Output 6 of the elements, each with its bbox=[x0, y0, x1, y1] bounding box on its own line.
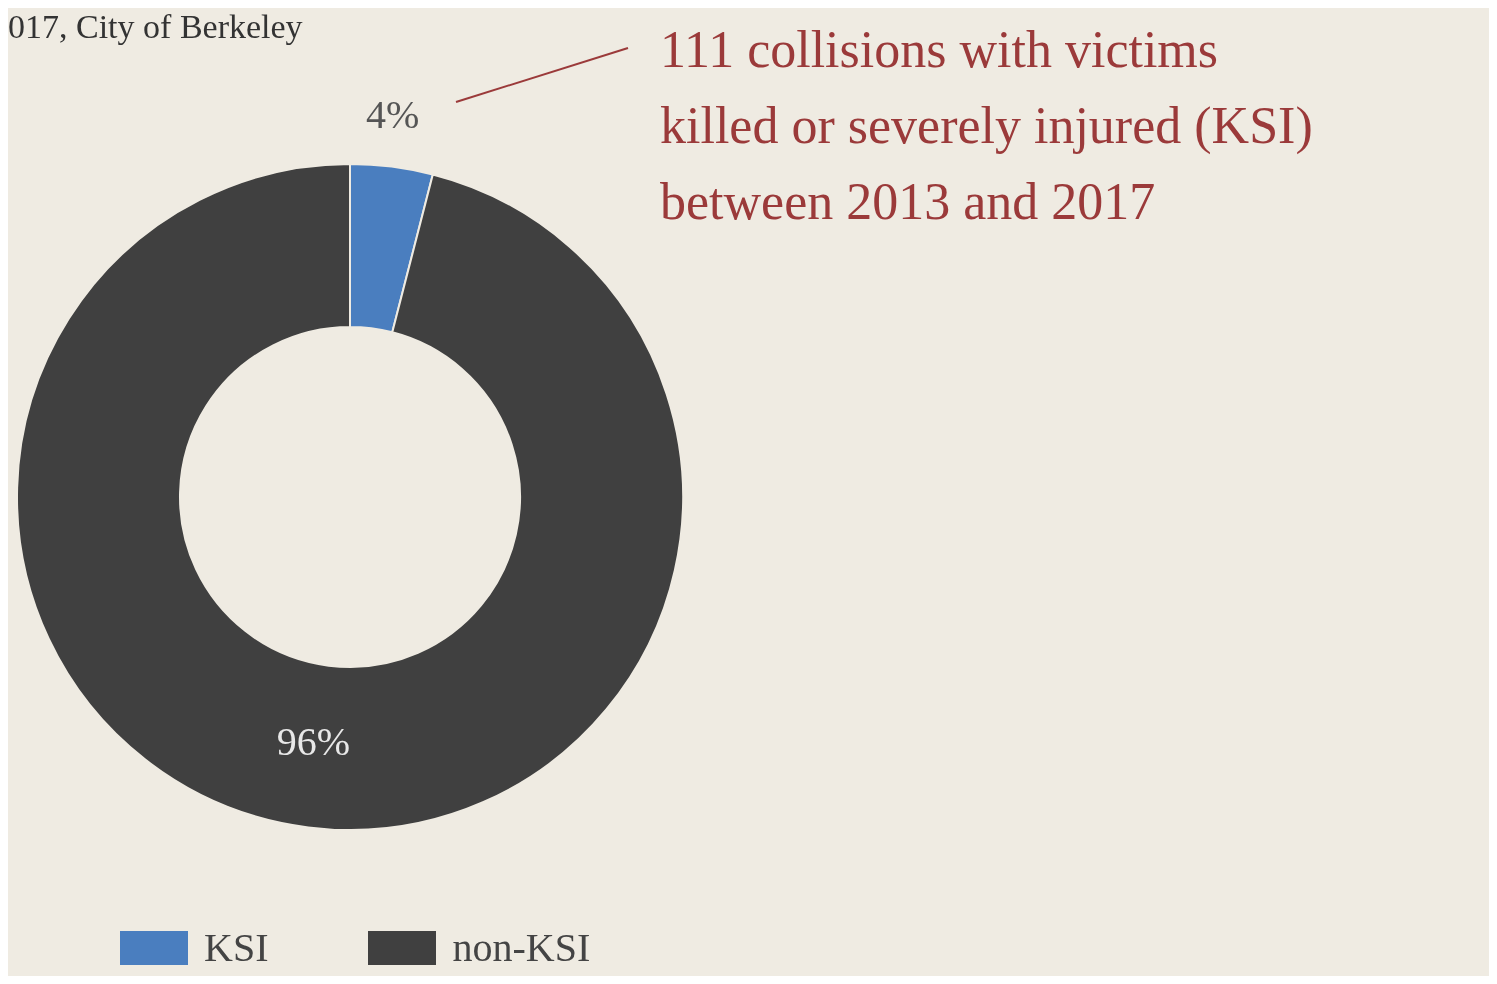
text: 111 collisions with victims killed or severely injured (KSI) between 2013 and 2017 bbox=[660, 20, 1313, 232]
legend-label: non-KSI bbox=[452, 924, 591, 971]
data-label: 96% bbox=[276, 719, 351, 765]
legend-label: KSI bbox=[204, 924, 269, 971]
chart-title: 017, City of Berkeley bbox=[8, 8, 303, 46]
data-label: 4% bbox=[366, 91, 420, 137]
